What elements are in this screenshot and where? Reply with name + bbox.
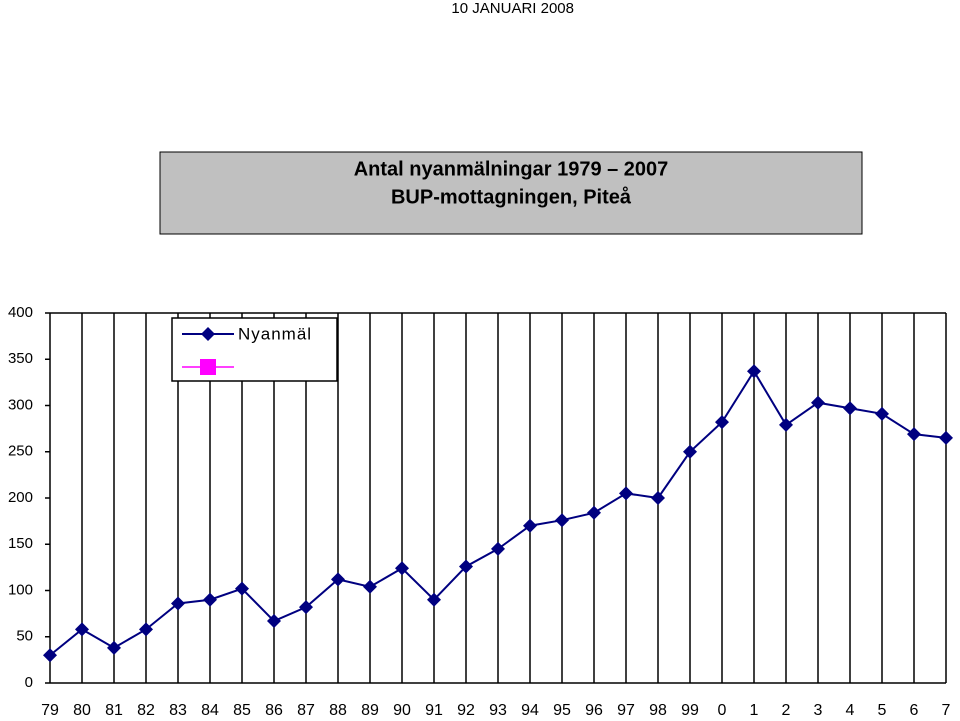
x-tick-label: 5 — [878, 702, 887, 719]
data-point — [235, 581, 249, 596]
x-tick-label: 97 — [617, 702, 635, 719]
x-tick-label: 91 — [425, 702, 443, 719]
data-point — [779, 417, 793, 432]
data-point — [523, 518, 537, 533]
x-tick-label: 96 — [585, 702, 603, 719]
y-tick-label: 350 — [8, 350, 33, 367]
data-point — [171, 596, 185, 611]
data-point — [203, 592, 217, 607]
x-tick-label: 81 — [105, 702, 123, 719]
data-point — [75, 622, 89, 637]
data-point — [939, 430, 953, 445]
legend-box — [171, 317, 338, 382]
x-tick-label: 92 — [457, 702, 475, 719]
y-tick-label: 250 — [8, 443, 33, 460]
data-point — [299, 600, 313, 615]
chart-subtitle: BUP-mottagningen, Piteå — [391, 185, 632, 208]
x-tick-label: 88 — [329, 702, 347, 719]
data-point — [619, 486, 633, 501]
x-tick-label: 94 — [521, 702, 539, 719]
y-tick-label: 200 — [8, 489, 33, 506]
title-box — [159, 151, 863, 235]
header-date: 10 JANUARI 2008 — [451, 0, 574, 17]
x-tick-label: 0 — [718, 702, 727, 719]
x-tick-label: 4 — [846, 702, 855, 719]
x-tick-label: 1 — [750, 702, 759, 719]
x-tick-label: 86 — [265, 702, 283, 719]
data-point — [587, 505, 601, 520]
data-point — [107, 640, 121, 655]
data-point — [747, 364, 761, 379]
x-tick-label: 7 — [942, 702, 951, 719]
x-tick-label: 85 — [233, 702, 251, 719]
chart-title: Antal nyanmälningar 1979 – 2007 — [354, 158, 669, 180]
x-tick-label: 98 — [649, 702, 667, 719]
data-point — [907, 427, 921, 442]
data-point — [875, 406, 889, 421]
y-tick-label: 300 — [8, 396, 33, 413]
data-point — [811, 395, 825, 410]
x-tick-label: 95 — [553, 702, 571, 719]
x-tick-label: 82 — [137, 702, 155, 719]
x-tick-label: 3 — [814, 702, 823, 719]
y-tick-label: 50 — [16, 628, 33, 645]
data-point — [651, 491, 665, 505]
data-point — [459, 559, 473, 574]
data-point — [395, 561, 409, 576]
y-tick-label: 150 — [8, 535, 33, 552]
data-point — [267, 614, 281, 629]
data-point — [491, 541, 505, 556]
data-point — [139, 622, 153, 637]
data-point — [363, 579, 377, 594]
y-tick-label: 100 — [8, 581, 33, 598]
x-tick-label: 99 — [681, 702, 699, 719]
x-tick-label: 93 — [489, 702, 507, 719]
data-point — [555, 513, 569, 528]
x-tick-label: 83 — [169, 702, 187, 719]
data-point — [331, 572, 345, 587]
y-tick-label: 0 — [25, 674, 33, 691]
x-tick-label: 87 — [297, 702, 315, 719]
legend-marker-2 — [200, 359, 216, 375]
legend-label: Nyanmäl — [238, 324, 312, 343]
data-point — [683, 444, 697, 459]
x-tick-label: 6 — [910, 702, 919, 719]
data-point — [427, 592, 441, 607]
legend-marker — [201, 327, 215, 341]
x-tick-label: 79 — [41, 702, 59, 719]
x-tick-label: 84 — [201, 702, 219, 719]
data-point — [715, 415, 729, 430]
data-point — [843, 401, 857, 416]
x-tick-label: 89 — [361, 702, 379, 719]
x-tick-label: 80 — [73, 702, 91, 719]
x-tick-label: 90 — [393, 702, 411, 719]
data-point — [43, 648, 57, 663]
y-tick-label: 400 — [8, 304, 33, 321]
x-tick-label: 2 — [782, 702, 791, 719]
